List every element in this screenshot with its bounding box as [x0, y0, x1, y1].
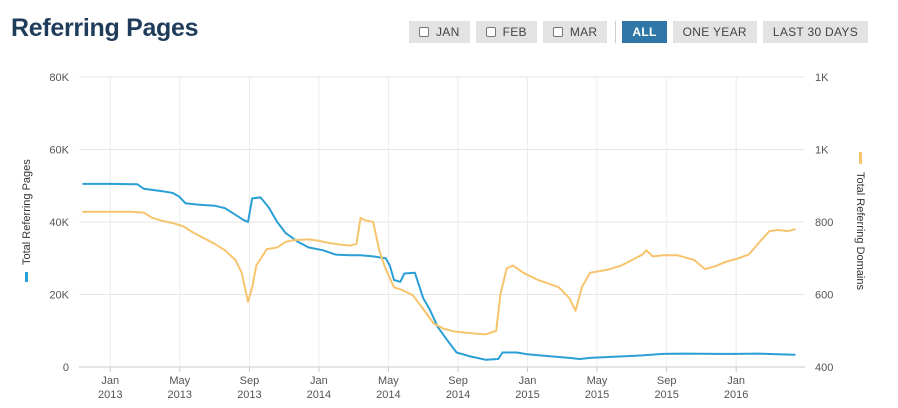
x-tick-label-year: 2016	[724, 389, 748, 401]
x-tick-label-month: Jan	[727, 375, 745, 387]
y-right-tick-label: 1K	[815, 72, 829, 84]
x-tick-label-month: May	[378, 375, 399, 387]
series-line-referring-domains	[82, 210, 796, 336]
x-tick-label-year: 2013	[168, 389, 192, 401]
y-left-tick-label: 20K	[49, 290, 69, 302]
filter-mar-label: MAR	[569, 25, 598, 39]
x-tick-label-year: 2013	[237, 389, 261, 401]
range-last-30-days-button[interactable]: LAST 30 DAYS	[762, 21, 869, 43]
x-tick-label-year: 2014	[376, 389, 400, 401]
y-right-tick-label: 1K	[815, 145, 829, 157]
filter-jan-label: JAN	[436, 25, 460, 39]
checkbox-icon[interactable]	[485, 27, 496, 37]
y-left-tick-label: 80K	[49, 72, 69, 84]
checkbox-icon[interactable]	[552, 27, 563, 37]
x-tick-label-month: Jan	[310, 375, 328, 387]
y-left-tick-label: 40K	[49, 217, 69, 229]
y-axis-left: 0 20K 40K 60K 80K	[49, 72, 69, 374]
y-axis-right-title: Total Referring Domains	[854, 172, 866, 290]
x-tick-label-year: 2015	[654, 389, 678, 401]
x-tick-label-year: 2015	[515, 389, 539, 401]
series-line-referring-pages	[82, 182, 796, 361]
y-left-tick-label: 60K	[49, 145, 69, 157]
series-group	[82, 182, 796, 361]
filter-mar-checkbox[interactable]: MAR	[542, 21, 608, 43]
toolbar: JAN FEB MAR ALL ONE YEAR LAST 30 DAYS	[409, 21, 874, 43]
legend-swatch-domains	[859, 152, 862, 164]
y-left-tick-label: 0	[63, 362, 69, 374]
x-tick-label-month: Sep	[448, 375, 468, 387]
x-tick-label-year: 2014	[307, 389, 331, 401]
y-axis-right: 400 600 800 1K 1K	[815, 72, 833, 374]
x-tick-label-year: 2015	[585, 389, 609, 401]
x-tick-label-month: Sep	[657, 375, 677, 387]
grid	[79, 76, 805, 368]
legend-swatch-pages	[25, 272, 28, 282]
x-tick-label-month: Jan	[519, 375, 537, 387]
range-all-button[interactable]: ALL	[622, 21, 667, 43]
filter-feb-label: FEB	[502, 25, 527, 39]
axis-titles: Total Referring Pages Total Referring Do…	[21, 152, 866, 290]
x-tick-label-month: May	[169, 375, 190, 387]
filter-jan-checkbox[interactable]: JAN	[409, 21, 470, 43]
x-tick-label-year: 2013	[98, 389, 122, 401]
x-tick-label-month: Jan	[101, 375, 119, 387]
x-tick-label-year: 2014	[446, 389, 470, 401]
filter-feb-checkbox[interactable]: FEB	[475, 21, 537, 43]
page-title: Referring Pages	[11, 14, 199, 42]
y-axis-left-title: Total Referring Pages	[21, 159, 33, 265]
checkbox-icon[interactable]	[419, 27, 429, 37]
y-right-tick-label: 600	[815, 290, 833, 302]
x-axis: Jan 2013 May 2013 Sep 2013 Jan 2014 May 2014 Sep 20…	[98, 367, 748, 401]
toolbar-divider	[615, 21, 617, 43]
y-right-tick-label: 400	[815, 362, 833, 374]
x-tick-label-month: Sep	[240, 375, 260, 387]
x-tick-label-month: May	[587, 375, 608, 387]
y-right-tick-label: 800	[815, 217, 833, 229]
range-one-year-button[interactable]: ONE YEAR	[672, 21, 757, 43]
